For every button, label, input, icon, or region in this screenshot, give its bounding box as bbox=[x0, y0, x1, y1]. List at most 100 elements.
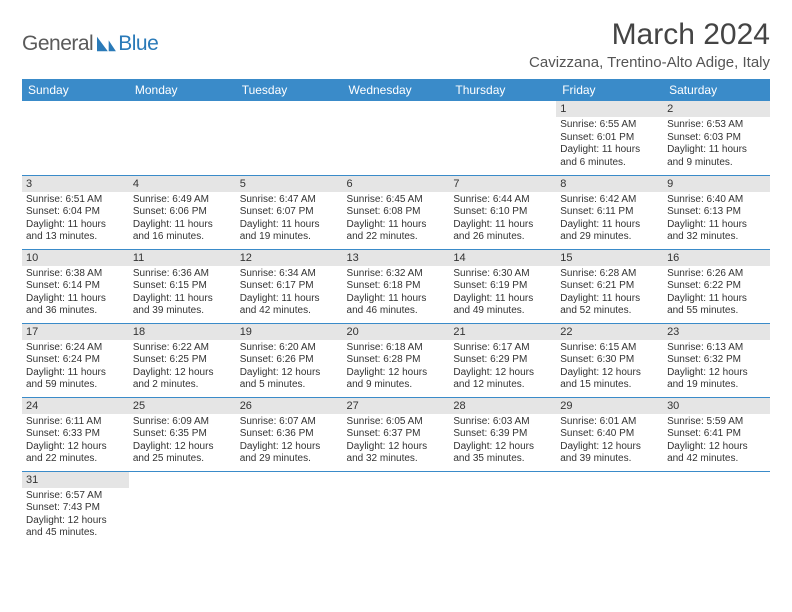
daylight-text: Daylight: 11 hours and 55 minutes. bbox=[667, 293, 766, 318]
day-number bbox=[343, 472, 450, 474]
sunset-text: Sunset: 6:37 PM bbox=[347, 428, 446, 441]
weekday-header: Monday bbox=[129, 79, 236, 101]
sunset-text: Sunset: 6:30 PM bbox=[560, 354, 659, 367]
weekday-header: Sunday bbox=[22, 79, 129, 101]
day-number: 22 bbox=[556, 324, 663, 340]
title-block: March 2024 Cavizzana, Trentino-Alto Adig… bbox=[529, 18, 770, 71]
sunset-text: Sunset: 6:21 PM bbox=[560, 280, 659, 293]
daylight-text: Daylight: 12 hours and 15 minutes. bbox=[560, 367, 659, 392]
day-number bbox=[236, 101, 343, 103]
day-details: Sunrise: 6:26 AMSunset: 6:22 PMDaylight:… bbox=[663, 266, 770, 321]
day-details: Sunrise: 6:17 AMSunset: 6:29 PMDaylight:… bbox=[449, 340, 556, 395]
calendar-table: Sunday Monday Tuesday Wednesday Thursday… bbox=[22, 79, 770, 545]
calendar-week-row: 17Sunrise: 6:24 AMSunset: 6:24 PMDayligh… bbox=[22, 323, 770, 397]
day-number: 16 bbox=[663, 250, 770, 266]
day-number: 5 bbox=[236, 176, 343, 192]
day-number: 15 bbox=[556, 250, 663, 266]
calendar-cell: 13Sunrise: 6:32 AMSunset: 6:18 PMDayligh… bbox=[343, 249, 450, 323]
sunset-text: Sunset: 6:24 PM bbox=[26, 354, 125, 367]
sunset-text: Sunset: 6:35 PM bbox=[133, 428, 232, 441]
calendar-cell bbox=[22, 101, 129, 175]
sunrise-text: Sunrise: 6:13 AM bbox=[667, 342, 766, 355]
sunrise-text: Sunrise: 6:32 AM bbox=[347, 268, 446, 281]
day-details: Sunrise: 6:05 AMSunset: 6:37 PMDaylight:… bbox=[343, 414, 450, 469]
sunrise-text: Sunrise: 6:24 AM bbox=[26, 342, 125, 355]
calendar-cell: 17Sunrise: 6:24 AMSunset: 6:24 PMDayligh… bbox=[22, 323, 129, 397]
weekday-header: Saturday bbox=[663, 79, 770, 101]
daylight-text: Daylight: 12 hours and 45 minutes. bbox=[26, 515, 125, 540]
day-number: 12 bbox=[236, 250, 343, 266]
sunrise-text: Sunrise: 6:49 AM bbox=[133, 194, 232, 207]
day-number: 27 bbox=[343, 398, 450, 414]
day-details: Sunrise: 6:36 AMSunset: 6:15 PMDaylight:… bbox=[129, 266, 236, 321]
sunset-text: Sunset: 6:19 PM bbox=[453, 280, 552, 293]
daylight-text: Daylight: 11 hours and 13 minutes. bbox=[26, 219, 125, 244]
sunset-text: Sunset: 6:11 PM bbox=[560, 206, 659, 219]
sunrise-text: Sunrise: 6:47 AM bbox=[240, 194, 339, 207]
sunset-text: Sunset: 6:25 PM bbox=[133, 354, 232, 367]
daylight-text: Daylight: 11 hours and 22 minutes. bbox=[347, 219, 446, 244]
weekday-header: Friday bbox=[556, 79, 663, 101]
calendar-cell: 22Sunrise: 6:15 AMSunset: 6:30 PMDayligh… bbox=[556, 323, 663, 397]
sunset-text: Sunset: 6:04 PM bbox=[26, 206, 125, 219]
calendar-cell: 1Sunrise: 6:55 AMSunset: 6:01 PMDaylight… bbox=[556, 101, 663, 175]
calendar-cell: 28Sunrise: 6:03 AMSunset: 6:39 PMDayligh… bbox=[449, 397, 556, 471]
daylight-text: Daylight: 12 hours and 42 minutes. bbox=[667, 441, 766, 466]
daylight-text: Daylight: 11 hours and 52 minutes. bbox=[560, 293, 659, 318]
calendar-cell: 7Sunrise: 6:44 AMSunset: 6:10 PMDaylight… bbox=[449, 175, 556, 249]
calendar-week-row: 24Sunrise: 6:11 AMSunset: 6:33 PMDayligh… bbox=[22, 397, 770, 471]
day-number: 21 bbox=[449, 324, 556, 340]
daylight-text: Daylight: 12 hours and 5 minutes. bbox=[240, 367, 339, 392]
calendar-cell bbox=[663, 471, 770, 545]
sunset-text: Sunset: 6:03 PM bbox=[667, 132, 766, 145]
daylight-text: Daylight: 11 hours and 59 minutes. bbox=[26, 367, 125, 392]
day-details: Sunrise: 6:15 AMSunset: 6:30 PMDaylight:… bbox=[556, 340, 663, 395]
daylight-text: Daylight: 12 hours and 9 minutes. bbox=[347, 367, 446, 392]
daylight-text: Daylight: 11 hours and 6 minutes. bbox=[560, 144, 659, 169]
day-details: Sunrise: 6:42 AMSunset: 6:11 PMDaylight:… bbox=[556, 192, 663, 247]
calendar-cell: 23Sunrise: 6:13 AMSunset: 6:32 PMDayligh… bbox=[663, 323, 770, 397]
calendar-cell: 12Sunrise: 6:34 AMSunset: 6:17 PMDayligh… bbox=[236, 249, 343, 323]
day-details: Sunrise: 6:38 AMSunset: 6:14 PMDaylight:… bbox=[22, 266, 129, 321]
day-number bbox=[556, 472, 663, 474]
calendar-cell: 5Sunrise: 6:47 AMSunset: 6:07 PMDaylight… bbox=[236, 175, 343, 249]
day-number: 28 bbox=[449, 398, 556, 414]
day-number: 25 bbox=[129, 398, 236, 414]
day-number: 26 bbox=[236, 398, 343, 414]
weekday-header: Thursday bbox=[449, 79, 556, 101]
calendar-cell: 20Sunrise: 6:18 AMSunset: 6:28 PMDayligh… bbox=[343, 323, 450, 397]
logo-text-2: Blue bbox=[118, 32, 158, 56]
day-details: Sunrise: 6:01 AMSunset: 6:40 PMDaylight:… bbox=[556, 414, 663, 469]
daylight-text: Daylight: 12 hours and 19 minutes. bbox=[667, 367, 766, 392]
day-details: Sunrise: 6:28 AMSunset: 6:21 PMDaylight:… bbox=[556, 266, 663, 321]
sail-icon bbox=[95, 35, 117, 53]
sunset-text: Sunset: 7:43 PM bbox=[26, 502, 125, 515]
calendar-cell: 6Sunrise: 6:45 AMSunset: 6:08 PMDaylight… bbox=[343, 175, 450, 249]
daylight-text: Daylight: 11 hours and 46 minutes. bbox=[347, 293, 446, 318]
calendar-cell bbox=[236, 101, 343, 175]
sunrise-text: Sunrise: 6:44 AM bbox=[453, 194, 552, 207]
calendar-cell: 18Sunrise: 6:22 AMSunset: 6:25 PMDayligh… bbox=[129, 323, 236, 397]
calendar-cell bbox=[343, 471, 450, 545]
sunrise-text: Sunrise: 6:26 AM bbox=[667, 268, 766, 281]
day-details: Sunrise: 6:47 AMSunset: 6:07 PMDaylight:… bbox=[236, 192, 343, 247]
day-details: Sunrise: 6:34 AMSunset: 6:17 PMDaylight:… bbox=[236, 266, 343, 321]
location: Cavizzana, Trentino-Alto Adige, Italy bbox=[529, 54, 770, 71]
calendar-cell bbox=[129, 471, 236, 545]
day-details: Sunrise: 6:57 AMSunset: 7:43 PMDaylight:… bbox=[22, 488, 129, 543]
sunrise-text: Sunrise: 6:22 AM bbox=[133, 342, 232, 355]
sunset-text: Sunset: 6:01 PM bbox=[560, 132, 659, 145]
day-details: Sunrise: 6:03 AMSunset: 6:39 PMDaylight:… bbox=[449, 414, 556, 469]
calendar-cell bbox=[129, 101, 236, 175]
calendar-week-row: 1Sunrise: 6:55 AMSunset: 6:01 PMDaylight… bbox=[22, 101, 770, 175]
calendar-cell: 8Sunrise: 6:42 AMSunset: 6:11 PMDaylight… bbox=[556, 175, 663, 249]
calendar-cell: 29Sunrise: 6:01 AMSunset: 6:40 PMDayligh… bbox=[556, 397, 663, 471]
day-number: 29 bbox=[556, 398, 663, 414]
day-details: Sunrise: 6:49 AMSunset: 6:06 PMDaylight:… bbox=[129, 192, 236, 247]
calendar-cell: 4Sunrise: 6:49 AMSunset: 6:06 PMDaylight… bbox=[129, 175, 236, 249]
sunset-text: Sunset: 6:18 PM bbox=[347, 280, 446, 293]
day-number: 11 bbox=[129, 250, 236, 266]
daylight-text: Daylight: 11 hours and 42 minutes. bbox=[240, 293, 339, 318]
day-number: 6 bbox=[343, 176, 450, 192]
day-number: 8 bbox=[556, 176, 663, 192]
